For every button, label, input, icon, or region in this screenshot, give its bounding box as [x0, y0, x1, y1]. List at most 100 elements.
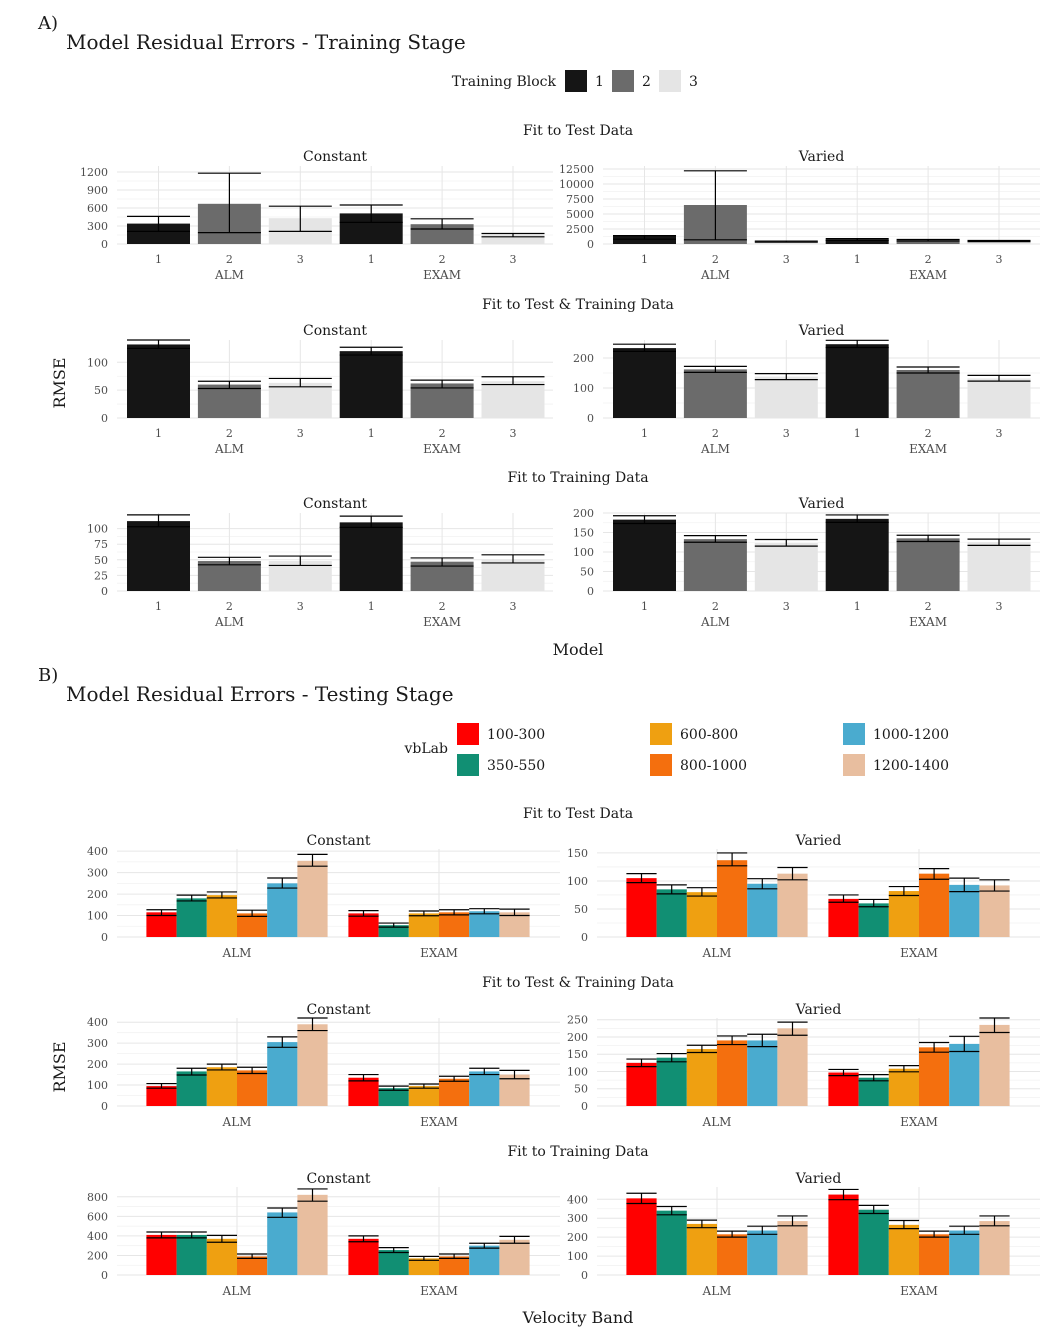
a-fit-to-test-training-data-varied-xtick: 3	[996, 427, 1003, 440]
b-fit-to-test-data-constant-bar-exam-1000-1200	[469, 911, 500, 937]
b-fit-to-test-training-data-constant-ytick: 400	[87, 1016, 108, 1029]
b-fit-to-test-training-data-varied-ytick: 250	[567, 1014, 588, 1027]
row-label-fit-to-test-data: Fit to Test Data	[523, 123, 633, 139]
a-fit-to-test-training-data-varied-bar-alm-1	[613, 348, 676, 418]
b-fit-to-training-data-varied-ytick: 200	[567, 1231, 588, 1244]
b-fit-to-training-data-constant-strip: Constant	[307, 1171, 371, 1187]
a-fit-to-training-data-constant-xtick: 3	[510, 600, 517, 613]
legend-label-vb-100-300: 100-300	[487, 727, 545, 743]
b-fit-to-test-training-data-constant-bar-exam-100-300	[348, 1077, 379, 1106]
a-fit-to-training-data-varied-bar-exam-1	[825, 518, 889, 591]
a-fit-to-training-data-varied-bar-exam-3	[967, 542, 1031, 591]
b-fit-to-training-data-varied-bar-exam-1000-1200	[949, 1230, 980, 1275]
a-fit-to-test-data-varied-ytick: 10000	[559, 178, 594, 191]
b-fit-to-training-data-varied-bar-alm-350-550	[656, 1210, 687, 1275]
b-fit-to-training-data-constant-bar-alm-100-300	[146, 1234, 177, 1275]
a-fit-to-test-training-data-varied-bar-exam-2	[896, 370, 960, 418]
a-fit-to-training-data-constant-group-label-exam: EXAM	[423, 615, 461, 629]
b-fit-to-test-data-constant-bar-exam-100-300	[348, 913, 379, 937]
b-fit-to-test-training-data-constant-bar-alm-800-1000	[237, 1070, 268, 1106]
b-fit-to-test-training-data-varied-ytick: 50	[574, 1083, 588, 1096]
a-fit-to-test-training-data-constant-bar-exam-2	[410, 383, 474, 418]
a-fit-to-test-data-constant-ytick: 900	[87, 184, 108, 197]
a-fit-to-training-data-varied-ytick: 0	[587, 585, 594, 598]
a-fit-to-test-data-varied-bar-exam-3	[967, 241, 1031, 244]
b-fit-to-training-data-constant-bar-exam-350-550	[378, 1250, 409, 1275]
a-fit-to-training-data-constant-ytick: 50	[94, 554, 108, 567]
b-fit-to-training-data-varied-bar-alm-600-800	[686, 1223, 717, 1275]
a-fit-to-training-data-constant-bar-alm-3	[268, 561, 332, 591]
b-fit-to-test-data-varied-ytick: 50	[574, 903, 588, 916]
a-fit-to-test-training-data-constant-xtick: 1	[368, 427, 375, 440]
b-fit-to-test-data-constant-ytick: 300	[87, 867, 108, 880]
b-fit-to-training-data-varied-strip: Varied	[795, 1171, 842, 1187]
b-fit-to-test-training-data-constant-strip: Constant	[307, 1002, 371, 1018]
a-fit-to-training-data-varied-group-label-exam: EXAM	[909, 615, 947, 629]
b-fit-to-test-training-data-varied-ytick: 100	[567, 1065, 588, 1078]
a-fit-to-test-training-data-constant-ytick: 100	[87, 356, 108, 369]
legend-key-vb-100-300	[457, 723, 479, 745]
b-fit-to-test-data-varied-xtick-exam: EXAM	[900, 946, 938, 960]
b-fit-to-test-data-varied-bar-alm-350-550	[656, 889, 687, 937]
a-fit-to-test-data-varied-group-label-exam: EXAM	[909, 268, 947, 282]
b-fit-to-test-data-constant-xtick-exam: EXAM	[420, 946, 458, 960]
b-fit-to-training-data-varied-bar-alm-1000-1200	[747, 1230, 778, 1275]
a-fit-to-test-data-varied-ytick: 0	[587, 238, 594, 251]
b-fit-to-test-data-varied-bar-alm-800-1000	[717, 860, 748, 937]
a-fit-to-training-data-varied-xtick: 2	[712, 600, 719, 613]
b-fit-to-test-training-data-constant-bar-alm-350-550	[176, 1071, 207, 1106]
b-fit-to-training-data-constant-bar-exam-1200-1400	[499, 1239, 530, 1275]
b-fit-to-training-data-varied-bar-exam-800-1000	[919, 1234, 950, 1275]
a-fit-to-training-data-varied-xtick: 1	[641, 600, 648, 613]
a-fit-to-test-data-constant-ytick: 600	[87, 202, 108, 215]
a-fit-to-training-data-constant-xtick: 1	[155, 600, 162, 613]
a-fit-to-training-data-constant-bar-alm-2	[197, 561, 261, 591]
b-fit-to-test-data-constant-ytick: 200	[87, 888, 108, 901]
a-fit-to-test-data-constant-xtick: 2	[439, 253, 446, 266]
b-fit-to-training-data-constant-ytick: 0	[101, 1269, 108, 1282]
a-fit-to-test-data-varied-xtick: 3	[996, 253, 1003, 266]
a-fit-to-training-data-constant-xtick: 2	[226, 600, 233, 613]
b-fit-to-test-training-data-varied-xtick-exam: EXAM	[900, 1115, 938, 1129]
b-fit-to-training-data-constant-xtick-alm: ALM	[222, 1284, 252, 1298]
b-fit-to-test-data-constant-xtick-alm: ALM	[222, 946, 252, 960]
legend-title-vblab: vbLab	[404, 741, 449, 757]
a-fit-to-test-training-data-varied-ytick: 0	[587, 412, 594, 425]
b-fit-to-test-training-data-varied-xtick-alm: ALM	[702, 1115, 732, 1129]
b-fit-to-training-data-constant-bar-exam-800-1000	[439, 1256, 470, 1275]
y-axis-title-rmse-testing: RMSE	[50, 1041, 69, 1092]
b-fit-to-test-training-data-constant-bar-alm-100-300	[146, 1086, 177, 1106]
a-fit-to-test-training-data-varied-group-label-alm: ALM	[700, 442, 730, 456]
a-fit-to-test-training-data-constant-bar-exam-1	[339, 351, 403, 418]
a-fit-to-test-data-varied-xtick: 2	[712, 253, 719, 266]
b-fit-to-test-training-data-varied-bar-alm-1200-1400	[777, 1028, 808, 1106]
a-fit-to-test-training-data-varied-bar-alm-2	[683, 369, 747, 418]
b-fit-to-training-data-varied-bar-exam-1200-1400	[979, 1221, 1010, 1275]
b-fit-to-test-data-varied-xtick-alm: ALM	[702, 946, 732, 960]
b-fit-to-test-training-data-constant-bar-alm-600-800	[206, 1067, 237, 1106]
b-fit-to-test-data-varied-bar-alm-600-800	[686, 892, 717, 937]
b-fit-to-test-training-data-varied-ytick: 0	[581, 1100, 588, 1113]
legend-key-block-2	[612, 70, 634, 92]
legend-label-vb-350-550: 350-550	[487, 758, 545, 774]
b-fit-to-test-data-constant-bar-alm-350-550	[176, 898, 207, 937]
b-fit-to-training-data-constant-ytick: 800	[87, 1191, 108, 1204]
b-fit-to-test-data-varied-bar-exam-1000-1200	[949, 884, 980, 937]
b-fit-to-test-training-data-constant-ytick: 100	[87, 1079, 108, 1092]
b-fit-to-training-data-constant-bar-alm-600-800	[206, 1238, 237, 1275]
a-fit-to-test-training-data-varied-xtick: 2	[925, 427, 932, 440]
b-fit-to-training-data-constant-bar-alm-350-550	[176, 1234, 207, 1275]
b-fit-to-training-data-varied-bar-exam-350-550	[858, 1209, 889, 1275]
a-fit-to-test-data-constant-xtick: 1	[155, 253, 162, 266]
b-fit-to-test-training-data-varied-bar-exam-800-1000	[919, 1047, 950, 1106]
a-fit-to-training-data-constant-group-label-alm: ALM	[214, 615, 244, 629]
a-fit-to-test-training-data-varied-strip: Varied	[798, 323, 845, 339]
b-fit-to-training-data-constant-bar-alm-800-1000	[237, 1256, 268, 1275]
b-fit-to-test-data-constant-bar-exam-800-1000	[439, 912, 470, 937]
a-fit-to-test-training-data-constant-xtick: 3	[297, 427, 304, 440]
b-fit-to-training-data-varied-bar-exam-600-800	[888, 1224, 919, 1275]
b-fit-to-test-training-data-varied-bar-exam-600-800	[888, 1068, 919, 1106]
legend-label-vb-1000-1200: 1000-1200	[873, 727, 949, 743]
a-fit-to-test-data-varied-bar-exam-1	[825, 239, 889, 244]
a-fit-to-test-data-varied-ytick: 7500	[566, 193, 594, 206]
